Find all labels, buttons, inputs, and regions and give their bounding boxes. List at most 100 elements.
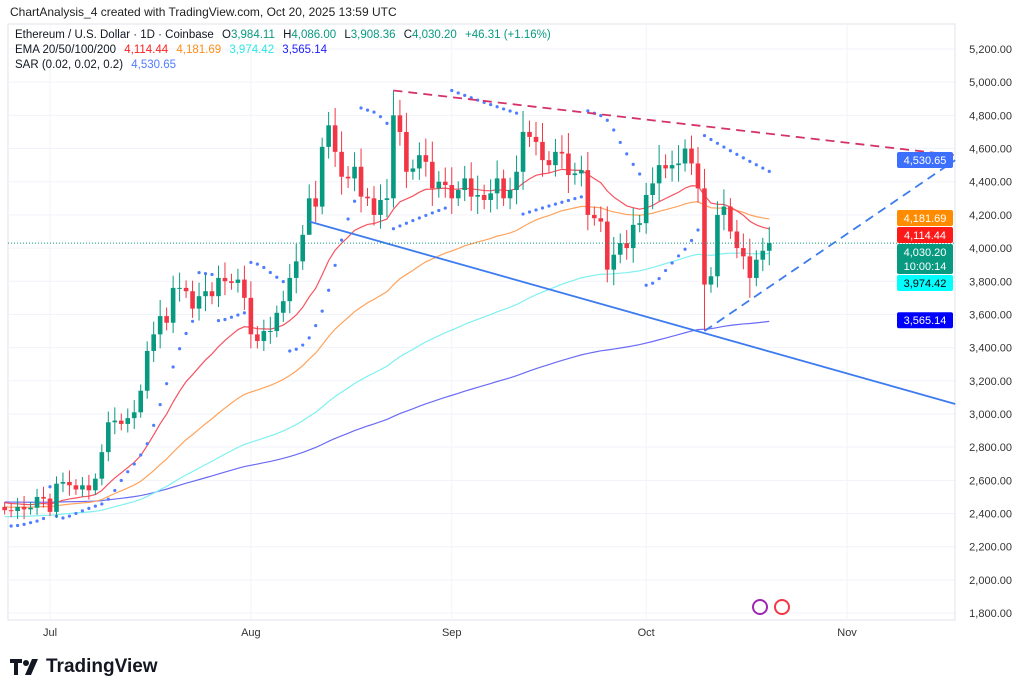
sar-dot: [715, 141, 720, 145]
sar-dot: [262, 265, 266, 270]
sar-dot: [139, 453, 143, 457]
candle: [28, 501, 33, 515]
candle: [442, 167, 448, 198]
candle: [663, 154, 668, 179]
candle: [507, 177, 513, 210]
sar-dot: [16, 523, 20, 528]
symbol-title[interactable]: Ethereum / U.S. Dollar · 1D · Coinbase: [15, 29, 214, 41]
candle: [326, 111, 331, 159]
candle: [553, 138, 558, 177]
candle: [287, 263, 293, 314]
candle: [222, 262, 228, 296]
price-badge-bg: [897, 312, 953, 329]
sar-dot: [67, 514, 72, 518]
candle: [617, 233, 623, 264]
candle-body: [177, 287, 182, 289]
candle-body: [630, 224, 636, 249]
y-tick-label: 2,800.00: [969, 442, 1012, 454]
sar-dot: [359, 106, 363, 110]
price-badge: 3,974.42: [897, 274, 953, 291]
tradingview-logo-icon: [10, 659, 38, 675]
candle-body: [715, 214, 720, 277]
tradingview-logo[interactable]: TradingView: [10, 656, 158, 678]
candle: [164, 307, 169, 331]
candle: [54, 476, 59, 518]
sar-dot: [728, 149, 733, 153]
sar-dot: [411, 218, 415, 223]
candle: [34, 488, 40, 515]
sar-dot: [275, 275, 279, 279]
sar-dot: [670, 261, 674, 265]
candle: [475, 175, 480, 215]
ema100-line: [4, 252, 770, 518]
candle-body: [209, 291, 215, 297]
candle-body: [261, 331, 267, 341]
sar-dot: [236, 313, 240, 317]
sar-dot: [618, 140, 622, 145]
candle: [715, 201, 720, 288]
candle: [144, 341, 150, 399]
candle: [21, 495, 27, 520]
sar-dot: [119, 478, 123, 483]
sar-dot: [741, 156, 745, 160]
sar-dot: [93, 504, 97, 508]
candle: [300, 224, 306, 270]
y-tick-label: 3,400.00: [969, 343, 1012, 355]
candle-body: [170, 287, 176, 323]
candle-body: [695, 163, 701, 189]
candle-body: [339, 151, 344, 177]
candle-body: [514, 171, 519, 191]
candle: [242, 265, 247, 311]
candle-body: [397, 115, 403, 132]
candle: [650, 167, 655, 210]
x-tick-label: Aug: [241, 627, 261, 639]
sar-dot: [437, 208, 441, 213]
sar-dot: [657, 276, 661, 281]
candle: [689, 135, 694, 175]
candle-body: [222, 277, 228, 282]
sar-dot: [625, 152, 629, 156]
candle-body: [689, 148, 694, 164]
candle-body: [313, 198, 318, 207]
candle-body: [287, 277, 293, 302]
candle-body: [604, 221, 610, 270]
candle: [423, 138, 429, 177]
candle-body: [125, 418, 131, 424]
sar-dot: [521, 212, 525, 216]
y-tick-label: 5,000.00: [969, 77, 1012, 89]
sar-dot: [100, 502, 104, 506]
candle-body: [242, 279, 247, 298]
candle: [760, 237, 766, 272]
candle-body: [643, 194, 649, 224]
sar-dot: [126, 470, 130, 474]
sar-row[interactable]: SAR (0.02, 0.02, 0.2) 4,530.65: [15, 58, 556, 73]
candle: [86, 474, 92, 500]
sar-dot: [229, 315, 234, 319]
y-tick-label: 2,200.00: [969, 542, 1012, 554]
y-tick-label: 1,800.00: [969, 608, 1012, 620]
ema-row[interactable]: EMA 20/50/100/200 4,114.44 4,181.69 3,97…: [15, 43, 556, 58]
sar-dot: [430, 211, 434, 215]
price-badge-value: 3,974.42: [904, 278, 947, 290]
candle-body: [190, 291, 195, 309]
close-label: C: [403, 29, 413, 41]
candle: [397, 99, 403, 146]
high-label: H: [283, 29, 292, 41]
candle: [235, 268, 241, 293]
candle-body: [455, 190, 461, 199]
open-label: O: [221, 29, 231, 41]
candle-body: [559, 151, 565, 154]
candle-body: [2, 506, 7, 511]
candle: [339, 131, 344, 195]
price-badge-bg: [897, 226, 953, 243]
price-badge-bg: [897, 152, 953, 169]
x-tick-label: Jul: [43, 627, 57, 639]
x-tick-label: Sep: [442, 627, 462, 639]
y-tick-label: 3,600.00: [969, 309, 1012, 321]
sar-dot: [417, 216, 421, 220]
candle: [358, 148, 364, 213]
sar-dot: [391, 227, 396, 231]
symbol-row: Ethereum / U.S. Dollar · 1D · Coinbase O…: [15, 28, 556, 43]
candle: [274, 305, 280, 338]
